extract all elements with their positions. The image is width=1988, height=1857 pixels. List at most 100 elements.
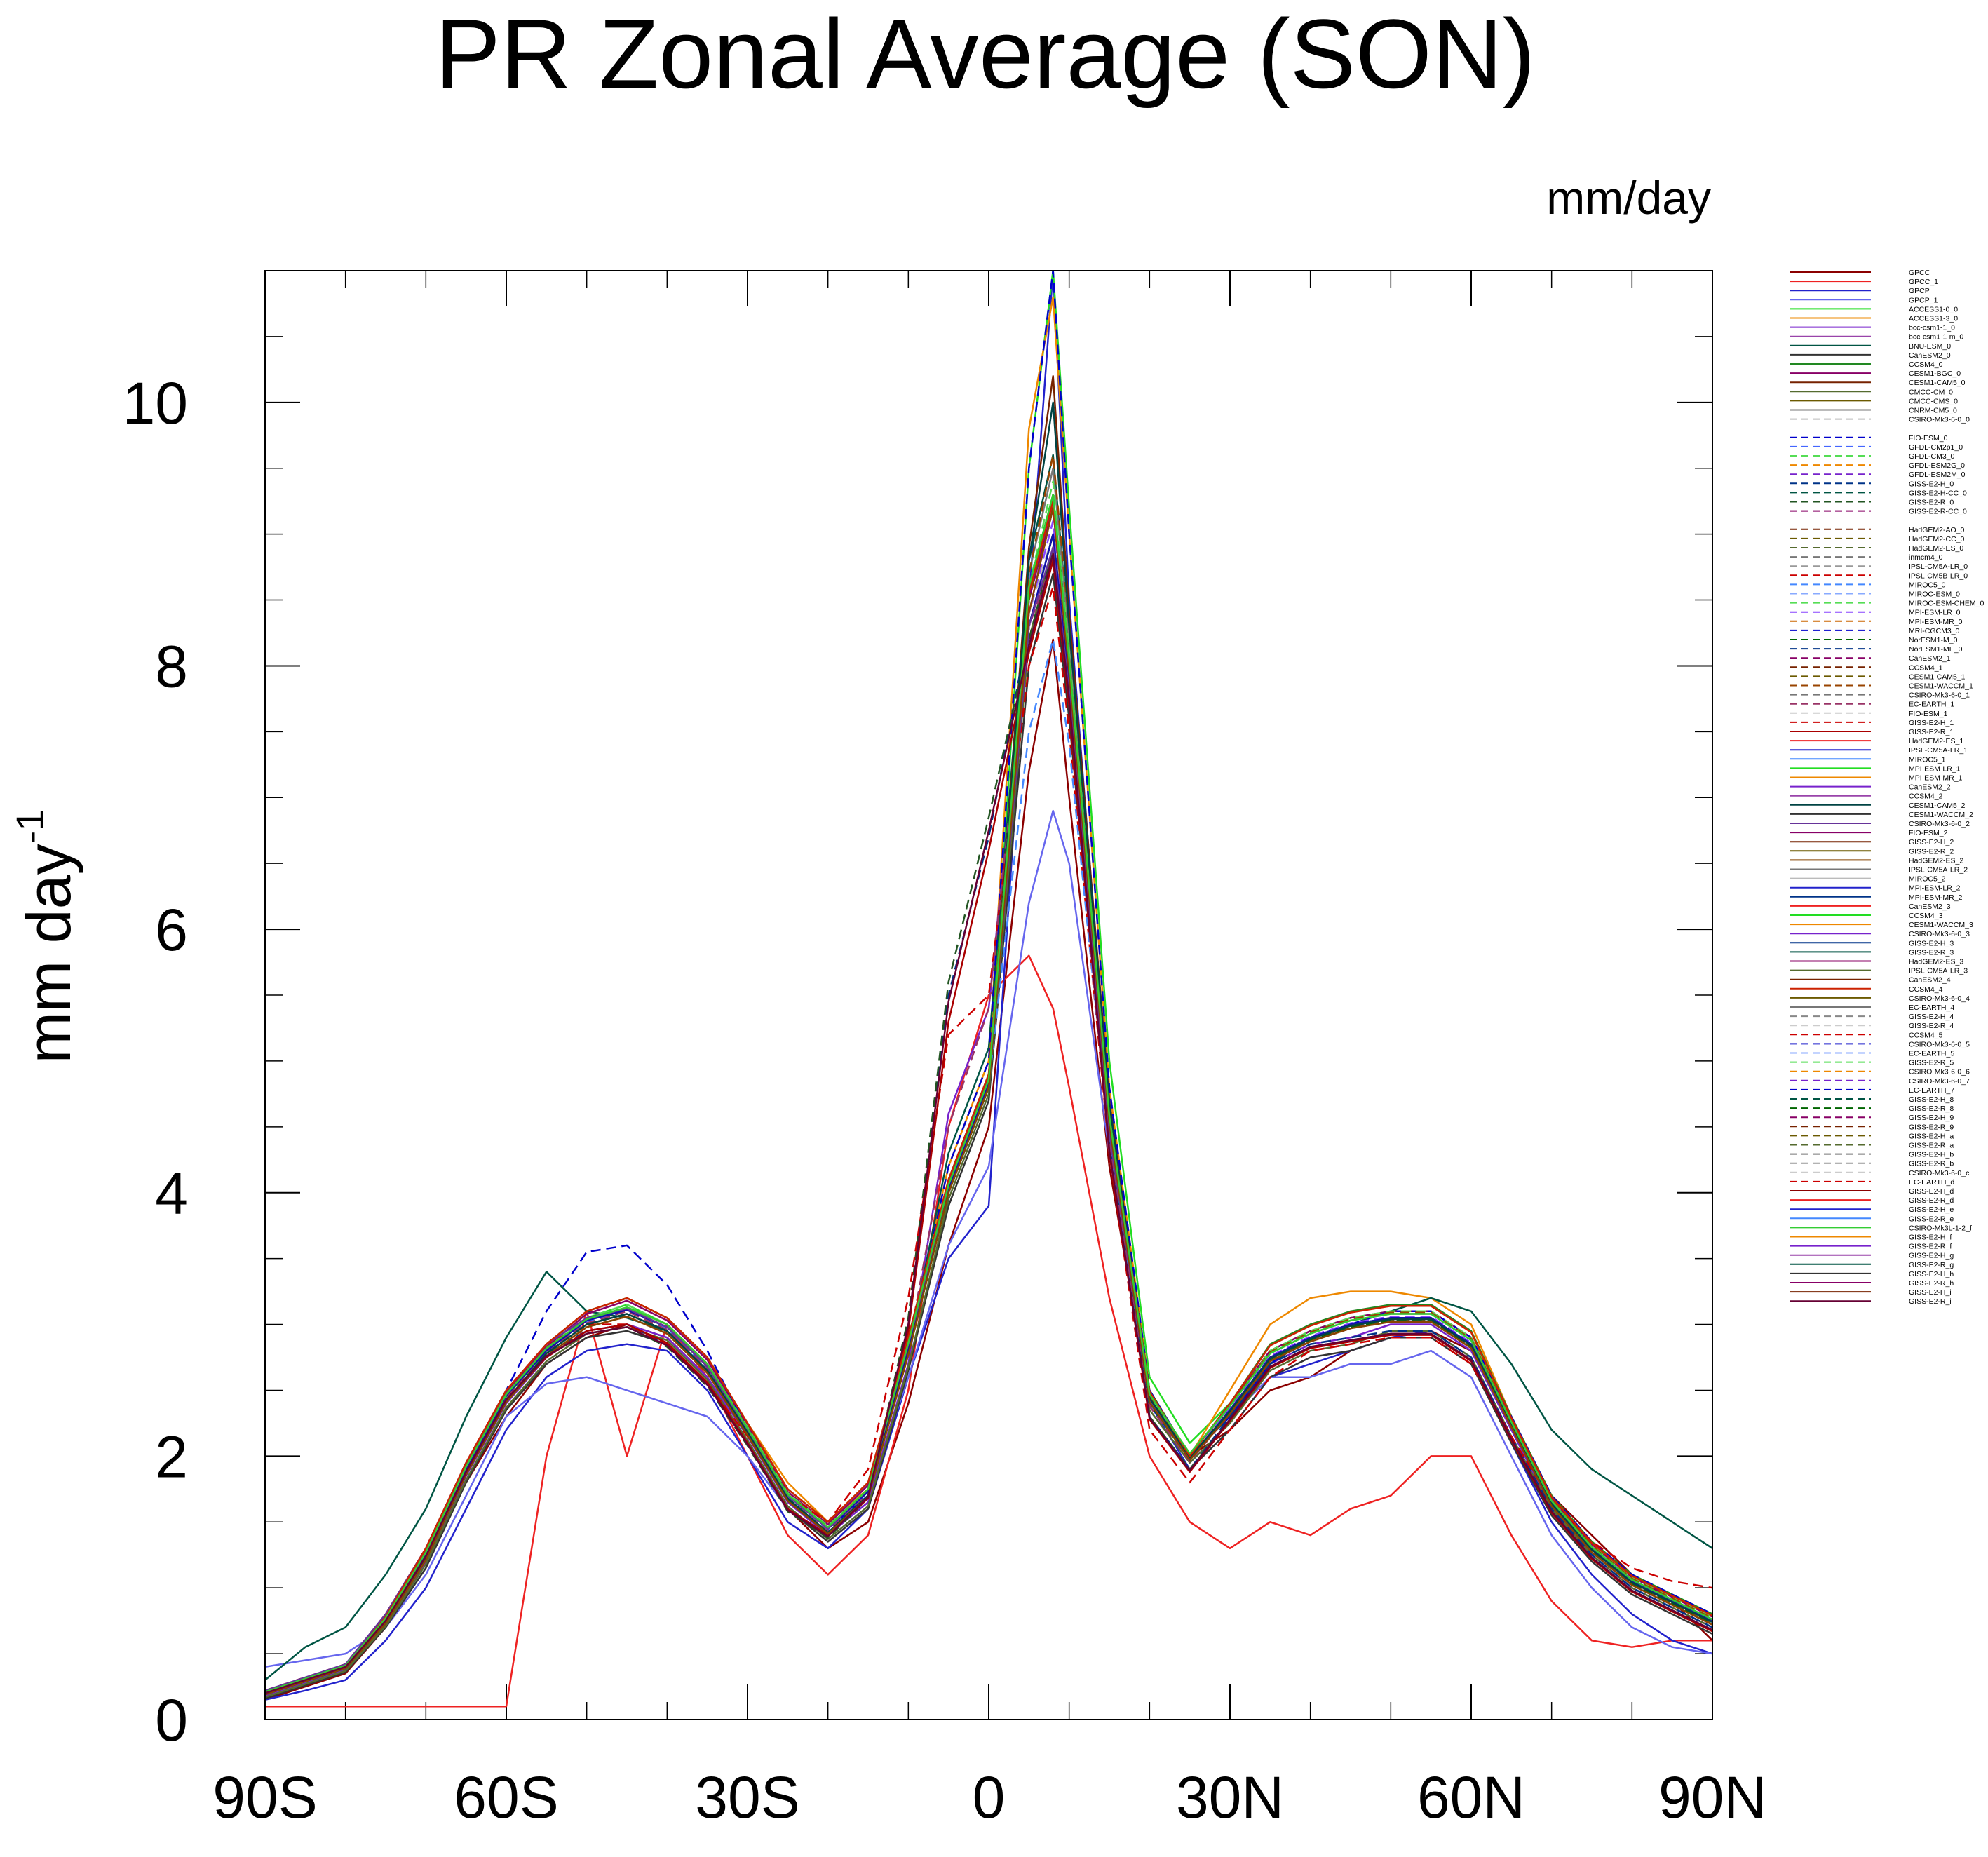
legend-label: GISS-E2-H_d (1909, 1187, 1954, 1196)
legend-label: IPSL-CM5A-LR_3 (1909, 967, 1968, 975)
legend-label: bcc-csm1-1_0 (1909, 324, 1955, 332)
legend-label: HadGEM2-ES_1 (1909, 737, 1963, 745)
legend-label: GISS-E2-H_9 (1909, 1114, 1954, 1122)
y-tick-label: 2 (155, 1424, 188, 1490)
legend-label: GFDL-ESM2M_0 (1909, 471, 1966, 479)
legend-label: GISS-E2-H_g (1909, 1252, 1954, 1260)
legend-label: GISS-E2-H_1 (1909, 719, 1954, 727)
legend-label: GISS-E2-R_3 (1909, 948, 1954, 957)
legend-label: FIO-ESM_2 (1909, 829, 1948, 837)
legend-label: CCSM4_1 (1909, 663, 1943, 672)
legend-label: CSIRO-Mk3-6-0_4 (1909, 994, 1970, 1003)
legend-label: CESM1-CAM5_1 (1909, 673, 1966, 681)
legend-label: GISS-E2-H_i (1909, 1288, 1952, 1297)
series-line (265, 454, 1712, 1681)
legend-label: GISS-E2-H_4 (1909, 1013, 1954, 1021)
legend-label: GISS-E2-R_h (1909, 1279, 1954, 1288)
legend-label: MIROC5_2 (1909, 875, 1946, 884)
legend-label: CanESM2_2 (1909, 783, 1951, 792)
legend-label: GISS-E2-R_4 (1909, 1022, 1954, 1030)
series-line (265, 375, 1712, 1696)
legend-label: GISS-E2-R_5 (1909, 1059, 1954, 1067)
legend-label: GISS-E2-R_9 (1909, 1123, 1954, 1131)
legend-label: CESM1-CAM5_0 (1909, 379, 1966, 387)
legend-label: GFDL-ESM2G_0 (1909, 461, 1965, 470)
legend-label: GFDL-CM3_0 (1909, 452, 1955, 461)
legend-label: CCSM4_3 (1909, 912, 1943, 920)
legend-label: CCSM4_5 (1909, 1031, 1943, 1039)
legend-label: GISS-E2-H_b (1909, 1151, 1954, 1159)
series-line (265, 809, 1712, 1668)
series-line (265, 572, 1712, 1700)
series-line (265, 533, 1712, 1696)
legend-label: GISS-E2-H_2 (1909, 838, 1954, 846)
plot-area (264, 270, 1713, 1720)
legend-label: GISS-E2-R_g (1909, 1261, 1954, 1269)
x-tick-label: 0 (973, 1764, 1006, 1830)
legend-label: CSIRO-Mk3-6-0_c (1909, 1169, 1969, 1177)
y-tick-label: 8 (155, 633, 188, 699)
legend-label: inmcm4_0 (1909, 553, 1943, 562)
legend-label: MPI-ESM-MR_1 (1909, 774, 1963, 783)
y-tick-labels: 0 2 4 6 8 10 (123, 370, 188, 1753)
legend-label: GISS-E2-H_h (1909, 1270, 1954, 1278)
legend-label: CSIRO-Mk3-6-0_6 (1909, 1068, 1970, 1076)
series-line (265, 271, 1712, 1701)
legend-label: GISS-E2-R_i (1909, 1297, 1952, 1306)
legend-label: GISS-E2-R_d (1909, 1196, 1954, 1205)
legend-label: GISS-E2-R_e (1909, 1215, 1954, 1223)
legend-label: NorESM1-ME_0 (1909, 645, 1963, 654)
legend-label: CanESM2_1 (1909, 654, 1951, 663)
legend-label: CCSM4_4 (1909, 985, 1943, 994)
legend-label: CanESM2_3 (1909, 903, 1951, 911)
legend-label: CCSM4_2 (1909, 792, 1943, 801)
series-line (265, 494, 1712, 1693)
legend-label: CanESM2_0 (1909, 351, 1951, 360)
series-line (265, 506, 1712, 1696)
legend-label: EC-EARTH_7 (1909, 1086, 1954, 1095)
legend-label: EC-EARTH_5 (1909, 1050, 1954, 1058)
legend-label: CESM1-CAM5_2 (1909, 802, 1966, 810)
legend-label: MIROC5_1 (1909, 755, 1946, 764)
series-line (265, 533, 1712, 1694)
legend-label: GISS-E2-R_b (1909, 1160, 1954, 1168)
legend-label: MPI-ESM-LR_2 (1909, 884, 1961, 893)
legend-label: GISS-E2-H_0 (1909, 480, 1954, 488)
legend-label: CCSM4_0 (1909, 360, 1943, 369)
legend-label: GISS-E2-R_a (1909, 1142, 1954, 1150)
legend-label: GISS-E2-H-CC_0 (1909, 489, 1967, 497)
legend-label: CSIRO-Mk3L-1-2_f (1909, 1224, 1972, 1232)
legend-label: HadGEM2-ES_3 (1909, 958, 1963, 966)
series-line (265, 954, 1712, 1708)
legend-label: GISS-E2-R_0 (1909, 499, 1954, 507)
series-line (265, 271, 1712, 1694)
legend-label: GISS-E2-R-CC_0 (1909, 508, 1967, 516)
series-line (265, 553, 1712, 1694)
legend-label: ACCESS1-0_0 (1909, 305, 1958, 313)
x-tick-label: 30N (1176, 1764, 1284, 1830)
y-tick-label: 0 (155, 1687, 188, 1753)
legend-label: CMCC-CMS_0 (1909, 397, 1958, 405)
x-tick-label: 30S (695, 1764, 799, 1830)
y-tick-label: 6 (155, 897, 188, 963)
x-tick-labels: 90S 60S 30S 0 30N 60N 90N (212, 1764, 1766, 1830)
legend-label: CanESM2_4 (1909, 976, 1951, 985)
legend-label: CSIRO-Mk3-6-0_5 (1909, 1040, 1970, 1048)
legend-label: ACCESS1-3_0 (1909, 315, 1958, 323)
legend-label: CSIRO-Mk3-6-0_3 (1909, 930, 1970, 938)
legend-label: CESM1-WACCM_2 (1909, 811, 1973, 819)
legend-label: NorESM1-M_0 (1909, 636, 1958, 644)
legend-label: CSIRO-Mk3-6-0_7 (1909, 1077, 1970, 1086)
series-line (265, 520, 1712, 1694)
legend-label: HadGEM2-CC_0 (1909, 535, 1965, 543)
legend-label: FIO-ESM_0 (1909, 434, 1948, 443)
legend-label: MPI-ESM-MR_2 (1909, 893, 1963, 902)
legend-label: GISS-E2-R_2 (1909, 847, 1954, 856)
legend-label: GPCP (1909, 287, 1930, 295)
chart-title: PR Zonal Average (SON) (435, 0, 1535, 109)
legend-label: BNU-ESM_0 (1909, 342, 1951, 351)
y-axis-title-superscript: -1 (8, 809, 52, 844)
legend-label: GPCC_1 (1909, 278, 1938, 286)
